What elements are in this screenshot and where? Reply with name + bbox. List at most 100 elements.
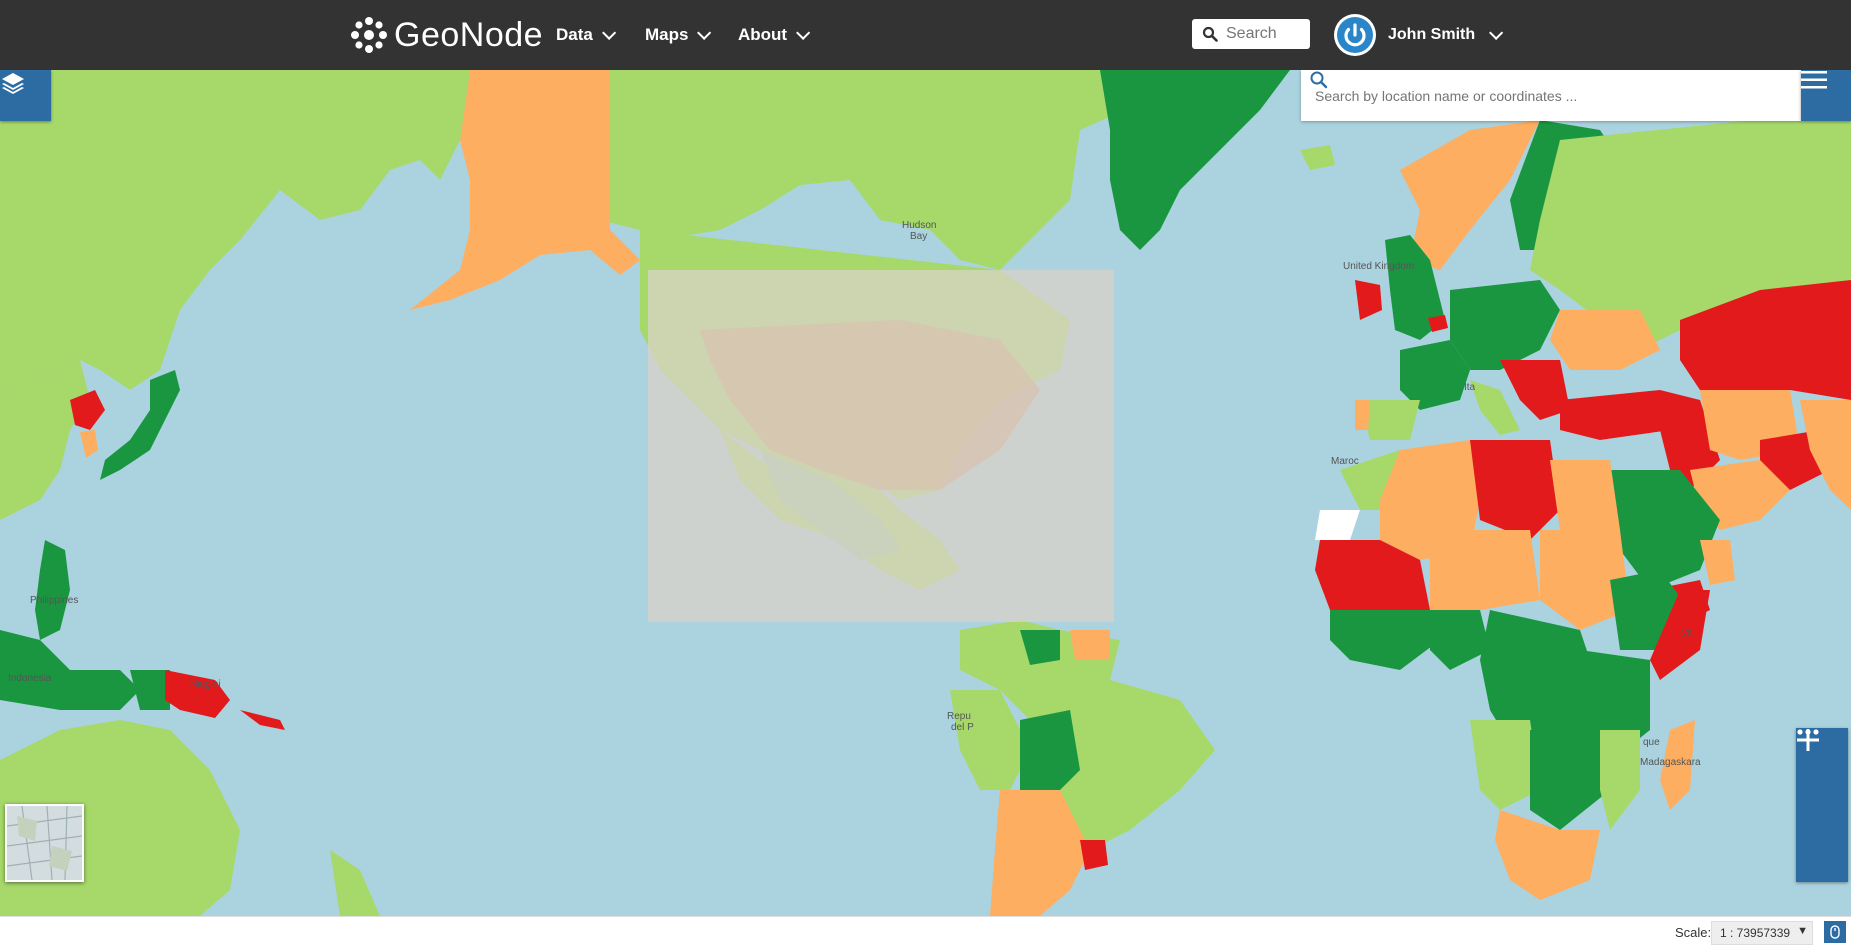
country-south-korea — [80, 430, 98, 458]
terrain-inset-land — [700, 320, 1040, 490]
chevron-down-icon — [1489, 25, 1504, 40]
country-argentina — [990, 790, 1090, 916]
scale-value: 1 : 73957339 — [1720, 926, 1791, 940]
country-niger-chad — [1430, 530, 1540, 610]
country-north-korea — [70, 390, 105, 430]
country-ukraine-region — [1550, 310, 1660, 370]
country-libya — [1470, 440, 1560, 540]
country-somalia — [1650, 590, 1710, 680]
country-zambia-region — [1530, 730, 1610, 830]
country-canada — [560, 70, 1125, 270]
country-png-west — [130, 670, 170, 710]
country-sudan — [1540, 530, 1630, 630]
label-indonesia: Indonesia — [8, 673, 52, 684]
scale-label: Scale: — [1675, 925, 1712, 940]
zoom-controls — [1796, 728, 1848, 882]
country-ireland — [1355, 280, 1382, 320]
country-italy — [1470, 380, 1520, 435]
country-angola — [1470, 720, 1540, 810]
country-uruguay — [1080, 840, 1108, 870]
chevron-down-icon — [796, 25, 811, 40]
country-guiana — [1070, 630, 1110, 660]
header-search-input[interactable] — [1224, 24, 1308, 44]
country-egypt — [1550, 460, 1620, 530]
country-greenland — [1100, 70, 1290, 250]
zoom-out-icon — [1797, 738, 1819, 742]
country-solomon — [240, 710, 285, 730]
map-canvas[interactable] — [0, 70, 1851, 916]
country-kazakhstan — [1680, 280, 1851, 400]
geonode-logo-icon — [351, 17, 387, 53]
nav-about[interactable]: About — [738, 0, 811, 70]
search-icon[interactable] — [1309, 70, 1329, 90]
country-saudi-arabia — [1600, 470, 1720, 590]
country-iceland — [1300, 145, 1335, 170]
label-delp: del P — [951, 722, 974, 733]
header-search[interactable] — [1192, 19, 1310, 49]
zoom-out-button[interactable] — [1796, 738, 1848, 830]
country-bolivia — [1020, 710, 1080, 790]
country-balkans — [1500, 360, 1570, 420]
user-name: John Smith — [1388, 26, 1476, 43]
background-thumbnail — [7, 806, 82, 880]
country-iran — [1690, 460, 1790, 530]
country-venezuela — [1020, 630, 1060, 665]
country-spain — [1360, 400, 1420, 440]
country-indonesia — [0, 630, 140, 710]
location-search[interactable] — [1301, 70, 1801, 121]
location-search-input[interactable] — [1313, 86, 1757, 105]
country-new-zealand — [330, 850, 380, 916]
country-western-sahara — [1315, 510, 1360, 540]
country-france — [1400, 340, 1470, 410]
avatar — [1334, 14, 1376, 56]
nav-data[interactable]: Data — [556, 0, 617, 70]
country-south-africa — [1495, 810, 1600, 900]
label-ita: Ita — [1464, 382, 1476, 393]
scale-select[interactable]: 1 : 73957339 ▼ — [1711, 921, 1813, 945]
nav-maps-label: Maps — [645, 25, 689, 44]
layers-button[interactable] — [0, 70, 51, 121]
label-bay: Bay — [910, 231, 928, 242]
country-peru — [950, 690, 1030, 790]
country-oman — [1700, 540, 1735, 585]
mouse-position-button[interactable] — [1824, 921, 1846, 943]
country-china — [0, 360, 90, 520]
country-mozambique — [1600, 730, 1640, 830]
layers-icon — [2, 73, 24, 94]
user-power-icon — [1337, 17, 1373, 53]
label-maroc: Maroc — [1331, 456, 1359, 467]
search-icon — [1202, 26, 1218, 42]
country-russia-east — [0, 70, 470, 390]
map-viewport[interactable]: Hudson Bay United Kingdom Philippines In… — [0, 70, 1851, 916]
map-footer: Scale: 1 : 73957339 ▼ — [0, 916, 1851, 947]
user-menu[interactable]: John Smith — [1334, 14, 1504, 56]
label-ya: ya — [1682, 627, 1693, 638]
country-norway — [1400, 120, 1540, 270]
country-madagascar — [1660, 720, 1695, 810]
label-repub: Repu — [947, 711, 971, 722]
nav-data-label: Data — [556, 25, 593, 44]
mouse-icon — [1830, 925, 1840, 939]
label-que: que — [1643, 737, 1660, 748]
country-belgium — [1428, 315, 1448, 332]
label-niugini: Niugini — [190, 679, 221, 690]
nav-maps[interactable]: Maps — [645, 0, 712, 70]
nav-about-label: About — [738, 25, 788, 44]
more-button[interactable] — [1796, 729, 1848, 881]
menu-button[interactable] — [1801, 70, 1851, 121]
label-uk: United Kingdom — [1343, 261, 1415, 272]
background-switcher[interactable] — [5, 804, 84, 882]
country-png — [165, 670, 230, 718]
chevron-down-icon — [601, 25, 617, 40]
brand-name: GeoNode — [394, 15, 544, 54]
geonode-logo[interactable]: GeoNode — [350, 10, 543, 60]
country-mali-mauritania — [1315, 540, 1430, 630]
country-portugal — [1355, 400, 1370, 430]
country-uk — [1385, 235, 1445, 340]
country-japan — [100, 370, 180, 480]
country-turkey — [1560, 390, 1670, 440]
top-navbar: GeoNode Data Maps About John Smith — [0, 0, 1851, 70]
more-icon — [1797, 729, 1819, 735]
terrain-inset-mexico — [760, 450, 900, 560]
label-hudson: Hudson — [902, 220, 937, 231]
